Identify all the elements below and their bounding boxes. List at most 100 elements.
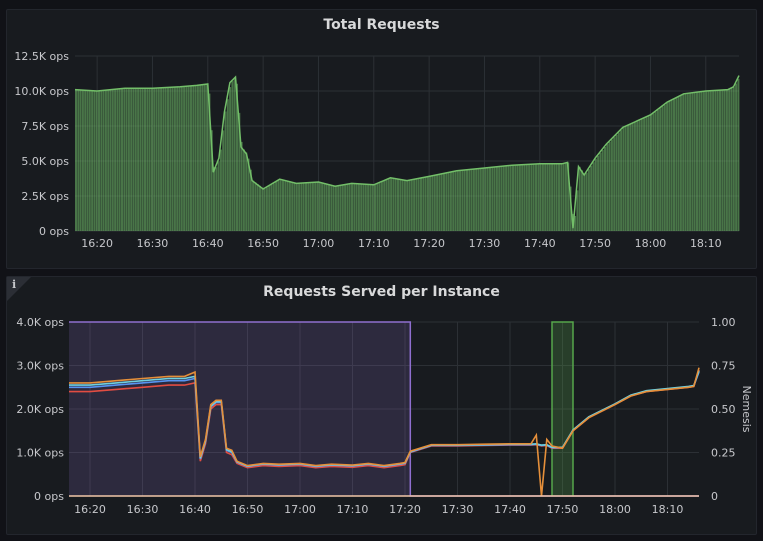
y2-tick-label: 0.75	[711, 360, 736, 373]
bar	[293, 182, 296, 231]
bar	[719, 90, 721, 231]
bar	[380, 181, 383, 231]
bar	[268, 186, 271, 231]
bar	[468, 169, 471, 231]
bar	[150, 88, 153, 231]
bar	[661, 106, 664, 231]
bar	[394, 178, 397, 231]
bar	[702, 91, 705, 231]
instance-series-line	[69, 367, 700, 497]
bar	[732, 87, 735, 231]
bar	[330, 184, 333, 231]
bar	[111, 89, 114, 232]
bar	[272, 183, 275, 231]
bar	[213, 166, 215, 231]
bar	[613, 137, 616, 231]
bar	[601, 149, 604, 231]
bar	[390, 177, 393, 231]
bar	[328, 184, 330, 231]
bar	[210, 130, 213, 231]
y-tick-label: 0 ops	[34, 490, 64, 503]
bar	[305, 182, 307, 231]
bar	[199, 85, 202, 231]
y2-tick-label: 1.00	[711, 316, 736, 329]
bar	[247, 158, 250, 231]
x-tick-label: 16:30	[127, 503, 159, 516]
bar	[479, 168, 482, 231]
x-tick-label: 18:00	[599, 503, 631, 516]
bar	[689, 93, 692, 232]
bar	[203, 84, 206, 231]
bar	[737, 78, 740, 231]
bar	[675, 98, 678, 231]
bar	[98, 90, 100, 231]
bar	[475, 168, 478, 231]
bar	[709, 90, 712, 232]
requests-per-instance-panel[interactable]: i Requests Served per Instance 0 ops 1.0K…	[6, 276, 757, 535]
bar	[725, 89, 728, 232]
y-tick-label: 2.0K ops	[16, 403, 64, 416]
bar	[224, 111, 227, 231]
y2-tick-label: 0	[711, 490, 718, 503]
bar	[420, 178, 422, 231]
bar	[100, 90, 103, 231]
bar	[123, 88, 126, 231]
bar	[569, 186, 572, 231]
bar	[259, 185, 261, 231]
info-corner[interactable]	[7, 277, 31, 301]
bar	[599, 152, 602, 231]
bar	[553, 163, 556, 231]
bar	[364, 184, 367, 231]
bar	[95, 90, 98, 232]
bar	[387, 178, 390, 231]
bar	[339, 185, 342, 231]
bar	[640, 119, 643, 231]
bar	[636, 121, 639, 231]
bar	[295, 183, 298, 231]
bar	[84, 90, 87, 231]
bar	[102, 90, 105, 231]
x-tick-label: 16:30	[137, 237, 169, 250]
bar	[551, 163, 554, 231]
bar	[578, 166, 581, 231]
bar	[277, 180, 280, 231]
bar	[477, 168, 480, 231]
y-tick-label: 4.0K ops	[16, 316, 64, 329]
bar	[91, 90, 94, 231]
bar	[231, 81, 234, 231]
bar	[406, 180, 409, 231]
bar	[190, 85, 192, 232]
bar	[413, 179, 416, 231]
bar	[367, 184, 370, 231]
bar	[236, 83, 238, 232]
bar	[357, 183, 360, 231]
bar	[705, 91, 708, 232]
bar	[148, 88, 151, 231]
x-tick-label: 17:20	[389, 503, 421, 516]
bar	[555, 163, 558, 231]
total-requests-panel[interactable]: Total Requests 0 ops 2.5K ops 5.0K ops 7.5K…	[6, 9, 757, 269]
bar	[682, 94, 685, 231]
bar	[139, 88, 142, 231]
bar	[532, 164, 535, 231]
bar	[716, 90, 719, 231]
bar	[226, 99, 229, 231]
bar	[512, 165, 514, 231]
y-tick-label: 0 ops	[39, 225, 69, 238]
bar	[666, 102, 669, 231]
bar	[684, 93, 687, 231]
bar	[392, 178, 395, 231]
bar	[514, 165, 517, 231]
x-tick-label: 17:40	[524, 237, 556, 250]
info-icon[interactable]: i	[12, 278, 17, 291]
requests-per-instance-chart[interactable]: 0 ops 1.0K ops 2.0K ops 3.0K ops 4.0K ops 0 0.…	[7, 277, 758, 536]
bar	[449, 172, 452, 231]
bar	[178, 86, 181, 231]
bar	[376, 183, 379, 231]
bar	[146, 88, 149, 231]
total-requests-chart[interactable]: 0 ops 2.5K ops 5.0K ops 7.5K ops 10.0K ops 12…	[7, 10, 758, 270]
nemesis-flash-line	[551, 321, 574, 496]
bar	[606, 144, 609, 231]
bar	[691, 92, 694, 231]
bar	[196, 85, 199, 232]
